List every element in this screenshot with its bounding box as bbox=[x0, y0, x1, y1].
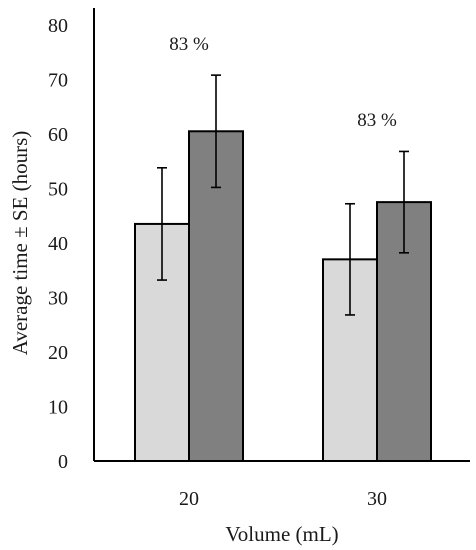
x-tick-label: 20 bbox=[179, 488, 199, 510]
bars-group bbox=[134, 130, 432, 462]
bar-annotation: 83 % bbox=[169, 34, 209, 55]
annotations-group: 83 % 83 % bbox=[169, 34, 397, 131]
error-bar bbox=[211, 74, 221, 189]
error-bar bbox=[157, 166, 167, 281]
x-axis-ticks: 20 30 bbox=[179, 488, 387, 510]
y-tick-label: 40 bbox=[48, 233, 68, 255]
y-tick-label: 0 bbox=[58, 451, 68, 473]
y-tick-label: 50 bbox=[48, 179, 68, 201]
x-tick-label: 30 bbox=[367, 488, 387, 510]
y-tick-label: 70 bbox=[48, 70, 68, 92]
error-bar bbox=[399, 150, 409, 254]
bar bbox=[376, 201, 432, 462]
y-axis-ticks: 0 10 20 30 40 50 60 70 80 bbox=[48, 15, 68, 473]
error-bars-group bbox=[157, 74, 409, 316]
bar-annotation: 83 % bbox=[357, 110, 397, 131]
y-tick-label: 80 bbox=[48, 15, 68, 37]
y-tick-label: 30 bbox=[48, 288, 68, 310]
y-tick-label: 10 bbox=[48, 397, 68, 419]
error-bar bbox=[345, 202, 355, 316]
y-tick-label: 20 bbox=[48, 342, 68, 364]
y-axis-title: Average time ± SE (hours) bbox=[8, 131, 32, 356]
x-axis-title: Volume (mL) bbox=[225, 522, 338, 546]
y-tick-label: 60 bbox=[48, 124, 68, 146]
